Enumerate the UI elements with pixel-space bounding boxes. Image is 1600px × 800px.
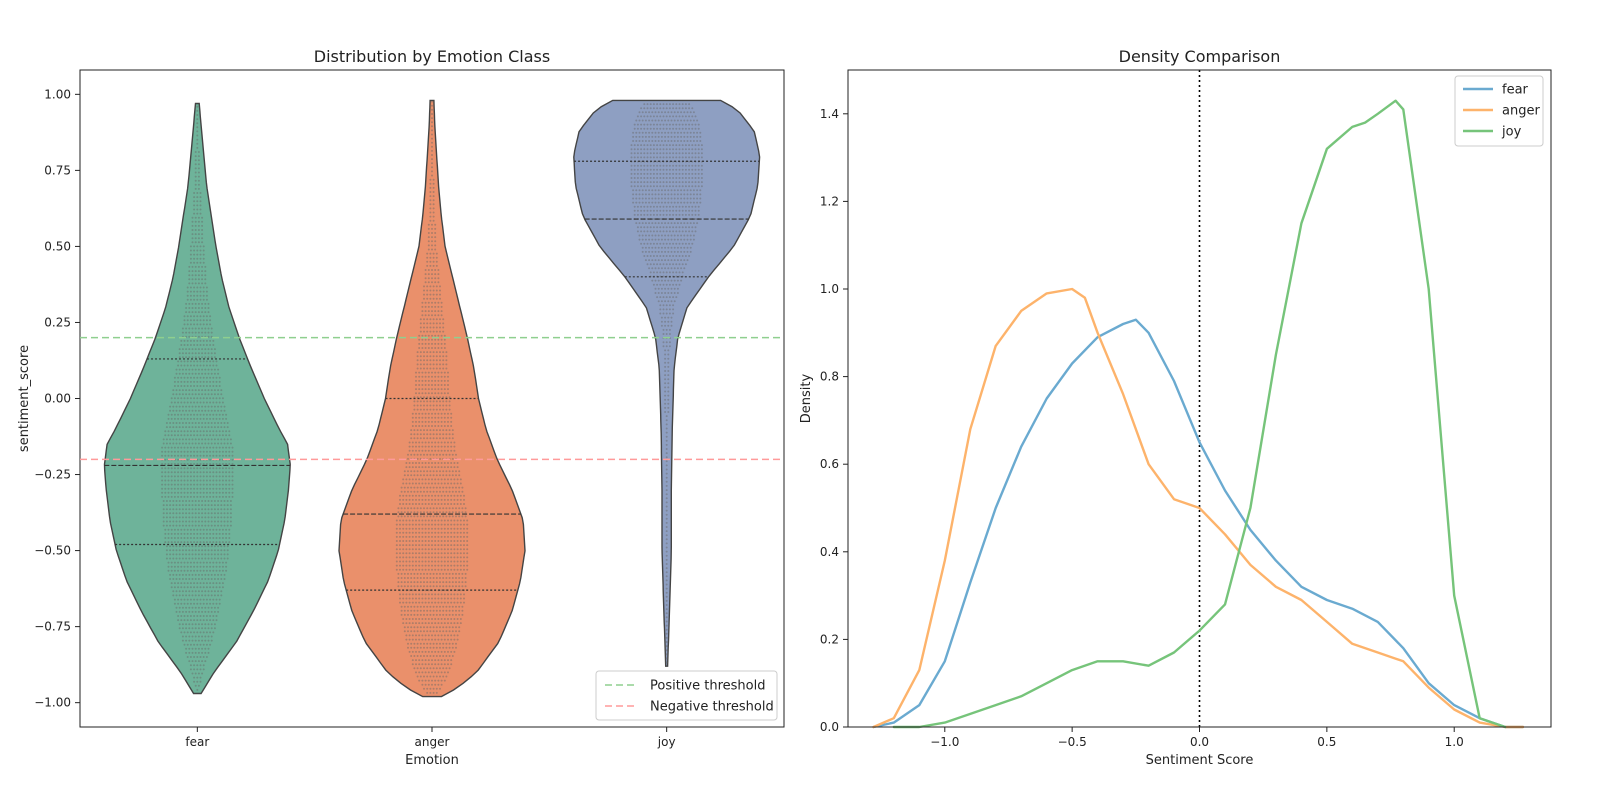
violin-x-axis-label: Emotion (405, 753, 459, 768)
density-chart-title: Density Comparison (1119, 47, 1281, 66)
x-tick-label: 0.5 (1317, 735, 1336, 749)
legend-label: Positive threshold (650, 679, 765, 694)
violin-legend: Positive threshold Negative threshold (595, 670, 778, 721)
density-series-fear (872, 318, 1525, 729)
density-legend: fear anger joy (1454, 75, 1544, 147)
violin-fear (103, 102, 291, 695)
violin-swarm-fear (161, 105, 234, 691)
y-tick-label: 0.75 (44, 163, 71, 177)
x-tick-label: −0.5 (1058, 735, 1087, 749)
y-tick-label: 0.6 (820, 457, 839, 471)
legend-label: Negative threshold (650, 700, 774, 715)
x-tick-label: 1.0 (1445, 735, 1464, 749)
violin-chart-title: Distribution by Emotion Class (314, 47, 550, 66)
y-tick-label: 1.4 (820, 107, 839, 121)
density-series-anger (872, 287, 1525, 729)
y-tick-label: 0.4 (820, 545, 839, 559)
y-tick-label: −0.50 (34, 544, 71, 558)
violin-swarm-anger (395, 100, 469, 694)
density-y-axis-label: Density (799, 373, 814, 423)
x-tick-label-joy: joy (657, 735, 676, 749)
legend-box (595, 670, 778, 721)
y-tick-label: 0.25 (44, 315, 71, 329)
y-tick-label: 0.0 (820, 720, 839, 734)
y-tick-label: 0.50 (44, 239, 71, 253)
density-panel: 0.0 0.2 0.4 0.6 0.8 1.0 1.2 1.4 −1.0 −0.5 0.0 0.5 1.… (799, 47, 1552, 768)
y-tick-label: −0.75 (34, 620, 71, 634)
violin-panel: −1.00 −0.75 −0.50 −0.25 0.00 0.25 0.50 0.75 1.00… (17, 47, 785, 768)
legend-label-joy: joy (1501, 125, 1522, 140)
violin-joy (573, 99, 761, 667)
y-tick-label: 0.00 (44, 392, 71, 406)
y-tick-label: −1.00 (34, 696, 71, 710)
legend-box (1454, 75, 1544, 147)
x-tick-label-fear: fear (185, 735, 209, 749)
y-tick-label: 0.2 (820, 632, 839, 646)
violin-y-axis-label: sentiment_score (17, 345, 32, 452)
violin-anger (338, 99, 526, 698)
y-tick-label: 1.0 (820, 282, 839, 296)
density-plot-area (848, 70, 1551, 727)
x-tick-label: 0.0 (1190, 735, 1209, 749)
y-tick-label: 1.2 (820, 194, 839, 208)
y-tick-label: 1.00 (44, 87, 71, 101)
density-x-axis-label: Sentiment Score (1146, 753, 1254, 768)
legend-label-fear: fear (1502, 83, 1529, 98)
density-series-joy (892, 99, 1507, 729)
x-tick-label-anger: anger (415, 735, 450, 749)
y-tick-label: −0.25 (34, 468, 71, 482)
legend-label-anger: anger (1502, 104, 1540, 119)
y-tick-label: 0.8 (820, 370, 839, 384)
x-tick-label: −1.0 (930, 735, 959, 749)
violin-swarm-joy (630, 103, 703, 664)
